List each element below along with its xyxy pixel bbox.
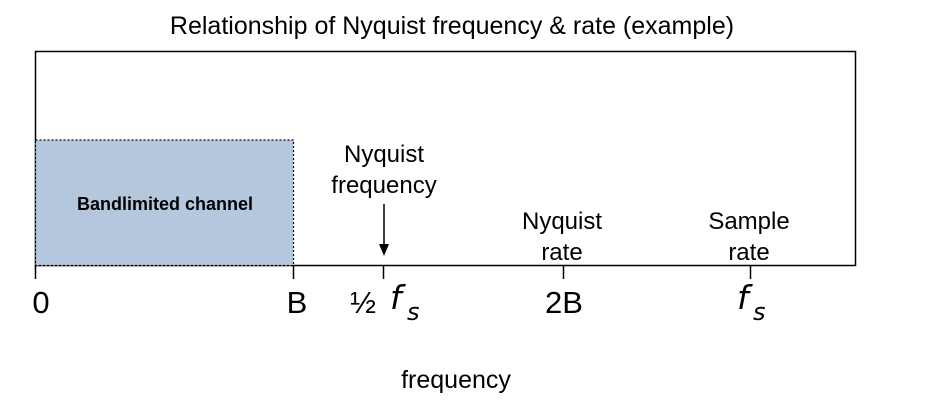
- nyquist-frequency-label-line2: frequency: [331, 172, 436, 199]
- bandlimited-channel-label: Bandlimited channel: [77, 194, 253, 214]
- x-axis-label: frequency: [401, 366, 511, 394]
- tick-label-b: B: [287, 285, 308, 320]
- tick-label-zero: 0: [32, 285, 49, 320]
- tick-label-fs-f: f: [737, 278, 753, 317]
- tick-label-half-fs-sub: s: [407, 298, 420, 326]
- nyquist-frequency-arrow-head: [379, 244, 389, 256]
- tick-label-fs-sub: s: [753, 298, 766, 326]
- diagram-title: Relationship of Nyquist frequency & rate…: [170, 12, 734, 40]
- tick-label-half-fs-f: f: [390, 278, 406, 317]
- tick-label-half: ½: [350, 285, 376, 320]
- nyquist-rate-label-line2: rate: [541, 239, 582, 266]
- bandlimited-channel-region: [34, 139, 295, 267]
- nyquist-frequency-label-line1: Nyquist: [344, 141, 424, 168]
- sample-rate-label-line1: Sample: [708, 208, 789, 235]
- nyquist-rate-label-line1: Nyquist: [522, 208, 602, 235]
- tick-label-2b: 2B: [545, 285, 583, 320]
- sample-rate-label-line2: rate: [728, 239, 769, 266]
